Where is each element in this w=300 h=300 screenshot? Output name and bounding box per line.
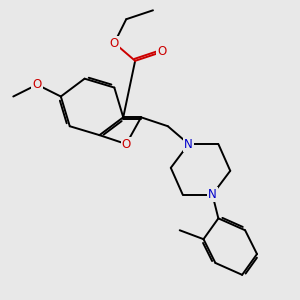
Text: O: O	[110, 37, 119, 50]
Text: N: N	[184, 138, 193, 151]
Text: O: O	[122, 138, 131, 151]
Text: O: O	[32, 78, 42, 91]
Text: N: N	[208, 188, 217, 201]
Text: O: O	[157, 45, 167, 58]
